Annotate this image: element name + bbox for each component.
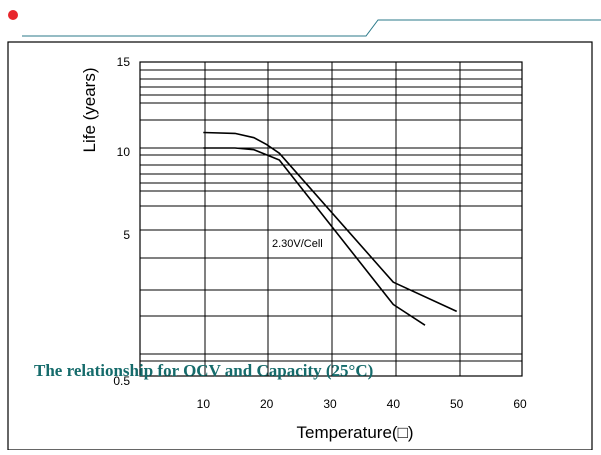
header-rule bbox=[22, 19, 601, 37]
y-tick-label: 0.5 bbox=[113, 374, 130, 388]
x-tick-label: 40 bbox=[387, 397, 401, 411]
y-tick-label: 15 bbox=[117, 55, 131, 69]
series-line-band-lower bbox=[203, 147, 426, 326]
y-tick-labels: 15 10 5 0.5 bbox=[113, 55, 130, 388]
figure-caption: The relationship for OCV and Capacity (2… bbox=[34, 361, 373, 380]
x-tick-label: 50 bbox=[450, 397, 464, 411]
grid-lines bbox=[140, 62, 522, 376]
x-tick-labels: 10 20 30 40 50 60 bbox=[197, 397, 527, 411]
y-tick-label: 10 bbox=[117, 145, 131, 159]
x-tick-label: 30 bbox=[323, 397, 337, 411]
x-axis-label: Temperature(□) bbox=[296, 423, 413, 442]
plot-area bbox=[139, 61, 523, 377]
red-dot-icon bbox=[8, 10, 18, 20]
series-label-2-30v-cell: 2.30V/Cell bbox=[272, 238, 323, 250]
x-tick-label: 20 bbox=[260, 397, 274, 411]
y-tick-label: 5 bbox=[123, 228, 130, 242]
x-tick-label: 60 bbox=[513, 397, 527, 411]
x-tick-label: 10 bbox=[197, 397, 211, 411]
series-band bbox=[203, 131, 458, 326]
series-line-band-upper bbox=[203, 131, 458, 313]
y-axis-label: Life (years) bbox=[80, 67, 99, 152]
